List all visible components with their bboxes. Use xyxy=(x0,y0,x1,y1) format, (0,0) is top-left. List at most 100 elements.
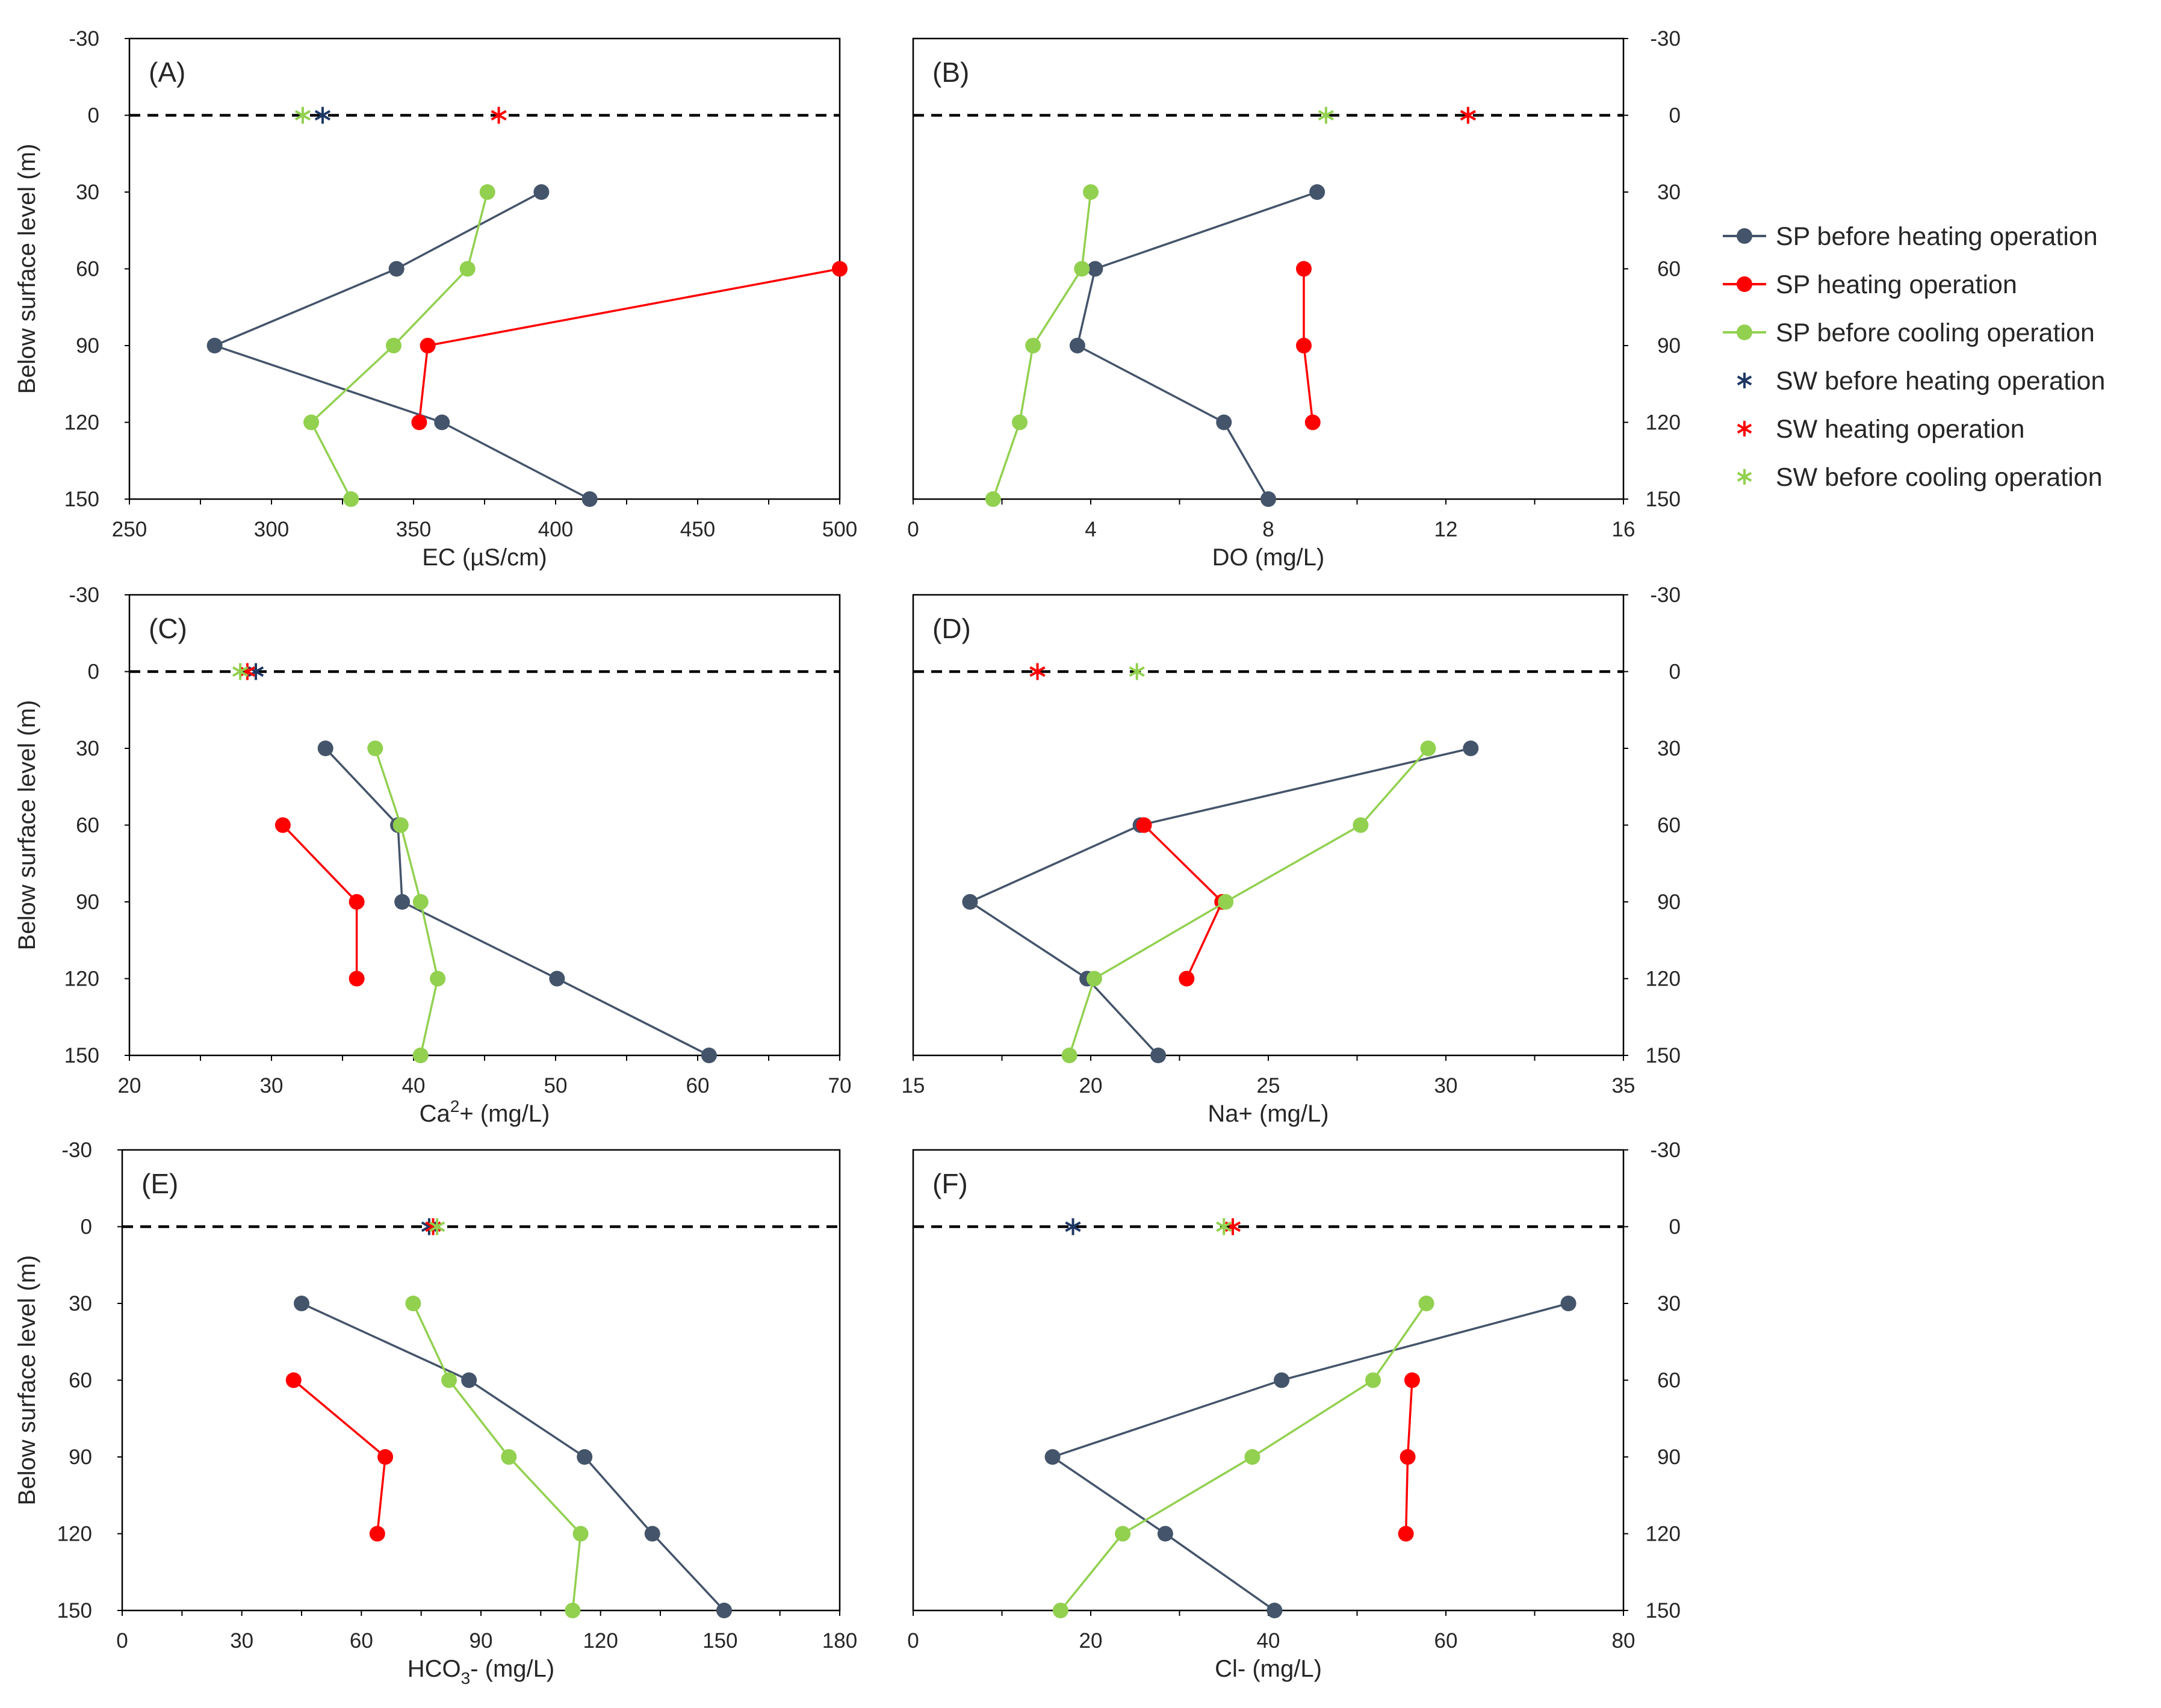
legend-marker xyxy=(1737,228,1752,244)
sw-marker-sw-before-cooling-operation xyxy=(1216,1218,1232,1235)
series-line xyxy=(282,824,358,979)
series-sp-before-heating-operation xyxy=(1044,1296,1577,1618)
y-tick-label: 0 xyxy=(88,660,99,684)
series-sp-heating-operation xyxy=(274,817,365,987)
x-tick-label: 25 xyxy=(1257,1074,1280,1098)
y-tick-label: 120 xyxy=(64,967,99,991)
data-point xyxy=(388,261,405,277)
series-sp-before-cooling-operation xyxy=(1052,1296,1434,1618)
series-sp-before-cooling-operation xyxy=(1061,741,1436,1063)
x-tick-label: 90 xyxy=(470,1629,493,1653)
x-axis-title: Ca2+ (mg/L) xyxy=(420,1097,550,1127)
y-tick-label: 150 xyxy=(1646,1599,1681,1623)
x-tick-label: 180 xyxy=(822,1629,857,1653)
x-tick-label: 8 xyxy=(1262,518,1274,541)
x-tick-label: 0 xyxy=(907,1629,919,1653)
legend-label: SW heating operation xyxy=(1776,415,2025,444)
data-point xyxy=(716,1603,732,1618)
series-line xyxy=(1059,1303,1427,1612)
x-tick-label: 35 xyxy=(1612,1074,1635,1098)
y-tick-label: 30 xyxy=(76,181,99,204)
y-tick-label: 150 xyxy=(64,488,99,511)
x-tick-label: 15 xyxy=(902,1074,925,1098)
data-point xyxy=(1150,1048,1167,1063)
panel-b: -30 0 30 60 90 120 150 0 4 8 12 16 DO (mg/L) (B) xyxy=(907,27,1681,571)
data-point xyxy=(832,261,848,277)
y-tick-label: 60 xyxy=(76,814,99,837)
y-tick-label: 90 xyxy=(1657,1446,1681,1469)
data-point xyxy=(1044,1449,1061,1465)
plot-frame xyxy=(121,1149,841,1612)
data-point xyxy=(1400,1449,1416,1465)
series-line xyxy=(1050,1302,1569,1612)
data-point xyxy=(392,817,409,833)
series-sp-before-cooling-operation xyxy=(303,184,495,507)
data-point xyxy=(1087,261,1103,277)
y-tick-label: 150 xyxy=(1646,488,1681,511)
legend-marker xyxy=(1737,276,1752,292)
panel-c: -30 0 30 60 90 120 150 20 30 40 50 60 70 Ca2+ (mg/L) B… xyxy=(14,583,851,1127)
data-point xyxy=(565,1603,581,1618)
sw-marker-sw-before-heating-operation xyxy=(314,107,331,124)
series-line xyxy=(412,1303,582,1611)
y-tick-label: 0 xyxy=(1669,1216,1681,1239)
series-sp-heating-operation xyxy=(1136,817,1230,987)
y-tick-label: 120 xyxy=(64,411,99,435)
series-sp-before-cooling-operation xyxy=(367,741,446,1063)
x-tick-label: 70 xyxy=(828,1074,852,1098)
x-tick-label: 40 xyxy=(402,1074,426,1098)
data-point xyxy=(349,970,365,987)
sw-marker-sw-heating-operation xyxy=(1029,663,1046,680)
data-point xyxy=(405,1296,421,1311)
x-tick-label: 16 xyxy=(1612,518,1635,541)
data-point xyxy=(367,741,383,756)
sw-marker-sw-heating-operation xyxy=(491,107,507,124)
data-point xyxy=(430,970,446,987)
data-point xyxy=(412,1048,429,1063)
x-tick-label: 150 xyxy=(702,1629,737,1653)
data-point xyxy=(317,741,333,756)
y-tick-label: 90 xyxy=(76,334,99,358)
x-axis-title: Cl- (mg/L) xyxy=(1215,1656,1322,1682)
legend-label: SW before heating operation xyxy=(1776,367,2105,396)
data-point xyxy=(1398,1526,1414,1542)
legend-item-sw-heating-operation: SW heating operation xyxy=(1737,415,2025,444)
y-tick-label: -30 xyxy=(1650,27,1681,51)
data-point xyxy=(294,1296,309,1311)
data-point xyxy=(412,894,429,910)
x-tick-label: 20 xyxy=(1079,1074,1103,1098)
y-tick-label: 120 xyxy=(1646,1523,1681,1546)
data-point xyxy=(1069,338,1085,353)
data-point xyxy=(1404,1372,1420,1388)
panel-label: (C) xyxy=(149,613,187,644)
data-point xyxy=(1074,261,1090,277)
legend-star-marker xyxy=(1737,469,1752,485)
panel-label: (B) xyxy=(932,57,969,88)
x-tick-label: 450 xyxy=(680,518,715,541)
plot-frame xyxy=(912,594,1625,1057)
sw-marker-sw-before-cooling-operation xyxy=(1318,107,1334,124)
x-tick-label: 350 xyxy=(396,518,431,541)
x-tick-label: 20 xyxy=(118,1074,141,1098)
data-point xyxy=(1365,1372,1381,1388)
series-sp-before-heating-operation xyxy=(294,1296,732,1618)
data-point xyxy=(385,338,402,353)
x-tick-label: 30 xyxy=(260,1074,284,1098)
data-point xyxy=(377,1449,394,1465)
x-tick-label: 30 xyxy=(230,1629,253,1653)
y-tick-label: 60 xyxy=(76,258,99,281)
data-point xyxy=(1025,338,1041,353)
panel-label: (D) xyxy=(932,613,971,644)
data-point xyxy=(501,1449,517,1465)
data-point xyxy=(1218,894,1234,910)
legend-item-sw-before-cooling-operation: SW before cooling operation xyxy=(1737,463,2103,492)
sw-marker-sw-before-cooling-operation xyxy=(294,107,311,124)
panel-d: -30 0 30 60 90 120 150 15 20 25 30 35 Na+ (mg/L) (D) xyxy=(902,583,1681,1127)
data-point xyxy=(1418,1296,1434,1311)
legend-label: SW before cooling operation xyxy=(1776,463,2103,492)
series-line xyxy=(1076,191,1318,500)
y-tick-label: 30 xyxy=(69,1292,92,1315)
y-tick-label: 30 xyxy=(76,737,99,760)
series-line xyxy=(293,1379,386,1534)
data-point xyxy=(1115,1526,1131,1542)
